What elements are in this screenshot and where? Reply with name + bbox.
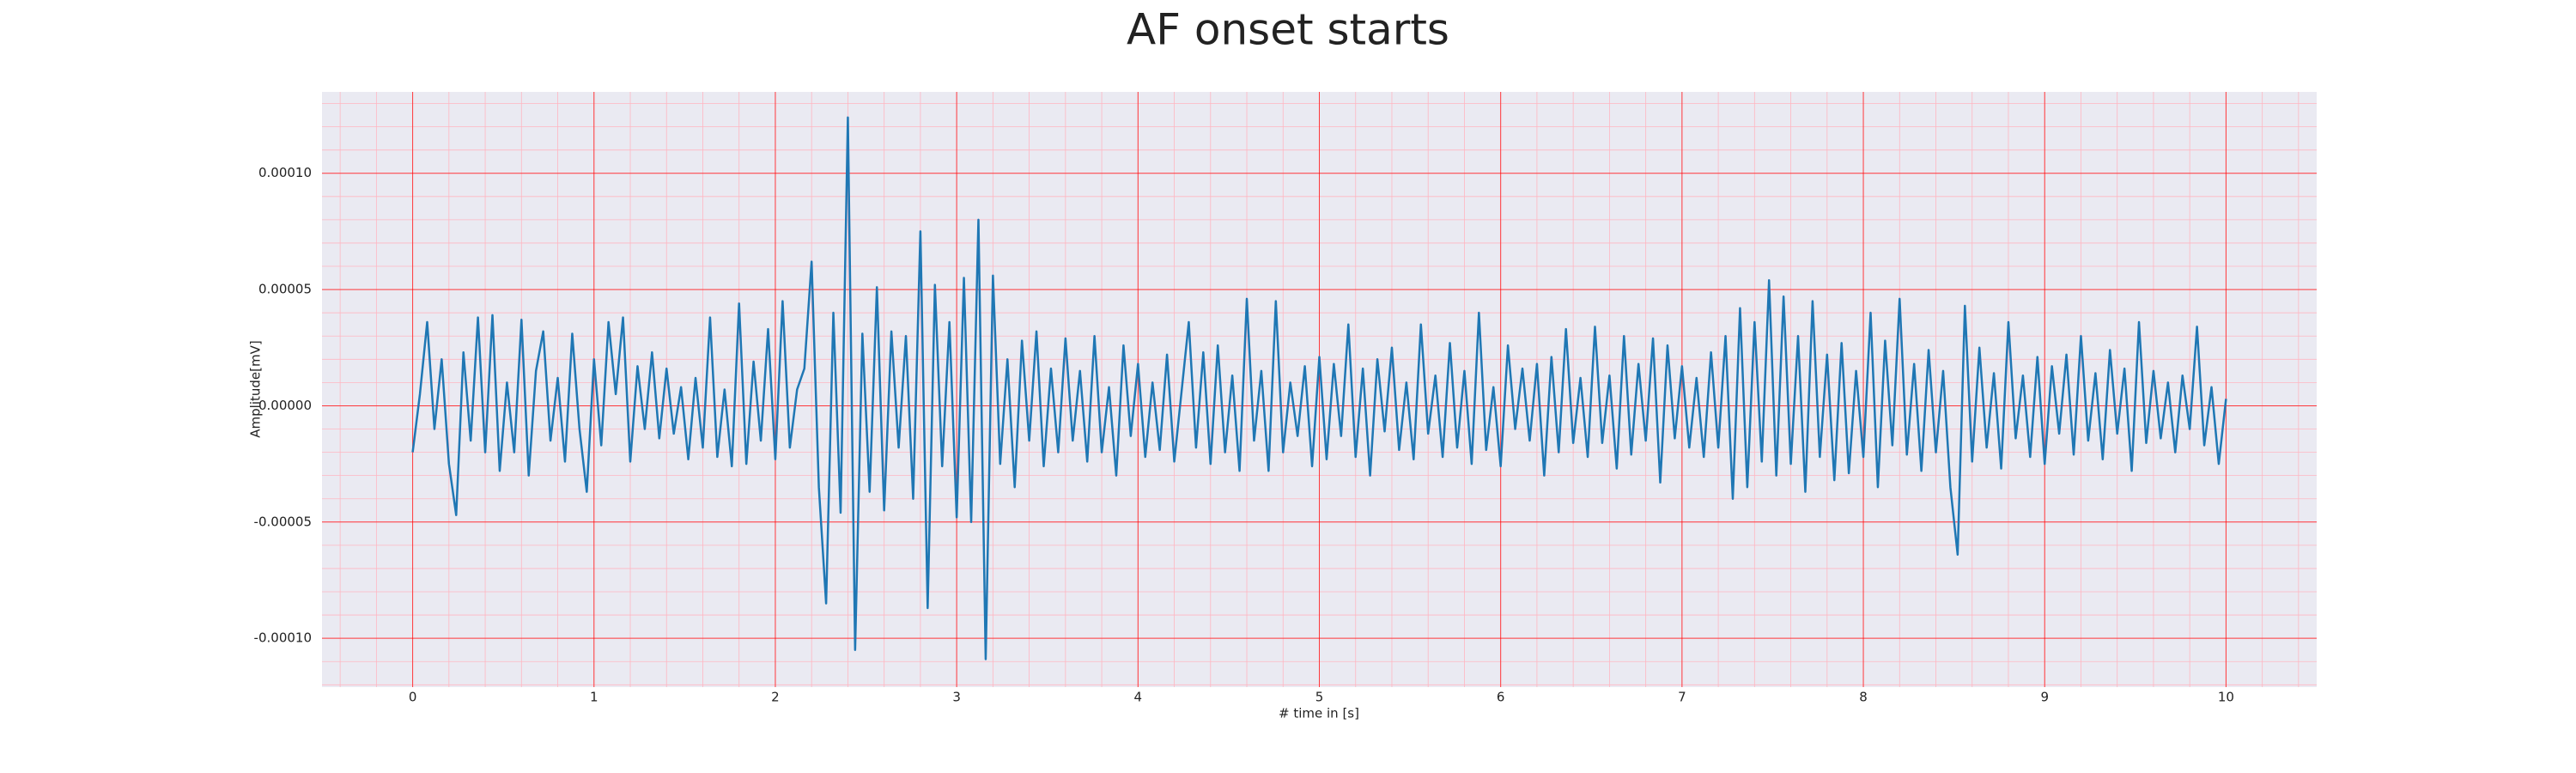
x-tick-label: 8: [1859, 690, 1868, 705]
x-tick-label: 6: [1497, 690, 1505, 705]
y-tick-label: -0.00010: [254, 630, 312, 646]
signal-line: [411, 116, 2227, 660]
x-tick-label: 9: [2040, 690, 2049, 705]
x-tick-label: 0: [409, 690, 417, 705]
x-tick-label: 4: [1134, 690, 1143, 705]
y-tick-label: 0.00000: [258, 398, 312, 413]
y-tick-label: 0.00005: [258, 282, 312, 297]
x-tick-label: 3: [952, 690, 961, 705]
x-tick-label: 1: [590, 690, 598, 705]
x-tick-label: 10: [2218, 690, 2234, 705]
y-tick-label: 0.00010: [258, 165, 312, 180]
chart-title: AF onset starts: [1127, 5, 1449, 55]
y-axis-label: Amplitude[mV]: [248, 340, 264, 437]
y-tick-label: -0.00005: [254, 514, 312, 529]
x-tick-label: 2: [771, 690, 780, 705]
x-tick-label: 7: [1678, 690, 1686, 705]
x-axis-label: # time in [s]: [1279, 706, 1359, 721]
x-tick-label: 5: [1315, 690, 1324, 705]
